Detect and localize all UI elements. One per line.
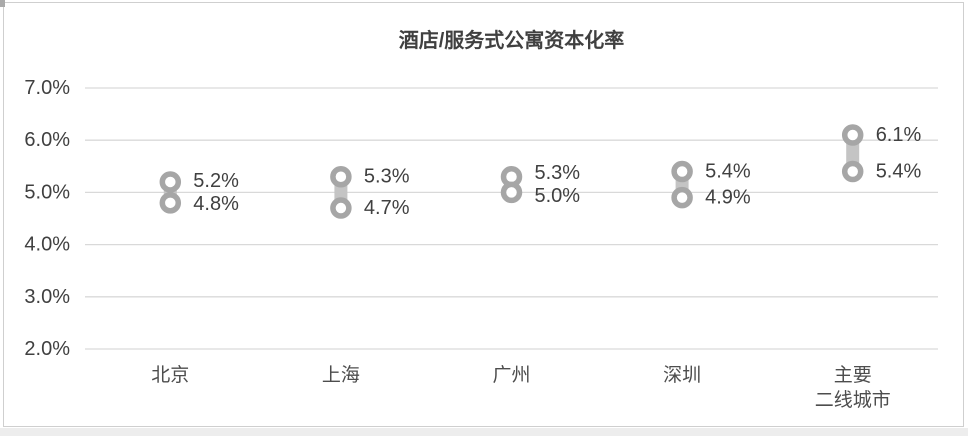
- data-label-low: 4.7%: [364, 197, 410, 219]
- x-category-label: 广州: [492, 364, 530, 386]
- x-category-label: 主要: [834, 364, 872, 386]
- y-tick-label: 7.0%: [24, 77, 70, 99]
- marker-low: [500, 181, 523, 204]
- data-label-high: 5.4%: [705, 161, 751, 183]
- chart-title: 酒店/服务式公寓资本化率: [398, 30, 625, 52]
- data-label-high: 5.2%: [193, 170, 239, 192]
- x-category-label: 二线城市: [815, 389, 891, 411]
- data-label-high: 5.3%: [535, 162, 581, 184]
- y-tick-label: 5.0%: [24, 181, 70, 203]
- selection-handle: [0, 0, 5, 7]
- window-edge: [0, 428, 968, 436]
- data-label-low: 5.0%: [535, 185, 581, 207]
- data-label-high: 5.3%: [364, 166, 410, 188]
- x-category-label: 北京: [151, 364, 189, 386]
- x-category-label: 上海: [322, 364, 360, 386]
- marker-low: [671, 186, 693, 209]
- marker-high: [330, 165, 352, 188]
- data-label-high: 6.1%: [876, 124, 922, 146]
- data-label-low: 5.4%: [876, 161, 922, 183]
- marker-low: [841, 160, 864, 183]
- y-tick-label: 4.0%: [24, 234, 70, 256]
- data-label-low: 4.8%: [193, 193, 239, 215]
- x-category-label: 深圳: [663, 364, 701, 386]
- y-tick-label: 3.0%: [24, 286, 70, 308]
- marker-low: [330, 197, 352, 219]
- marker-high: [159, 171, 182, 193]
- data-label-low: 4.9%: [705, 187, 751, 209]
- marker-low: [159, 192, 182, 214]
- marker-high: [671, 160, 693, 183]
- marker-high: [841, 124, 864, 146]
- y-tick-label: 6.0%: [24, 129, 70, 151]
- y-tick-label: 2.0%: [24, 338, 70, 360]
- chart-frame: [3, 2, 964, 427]
